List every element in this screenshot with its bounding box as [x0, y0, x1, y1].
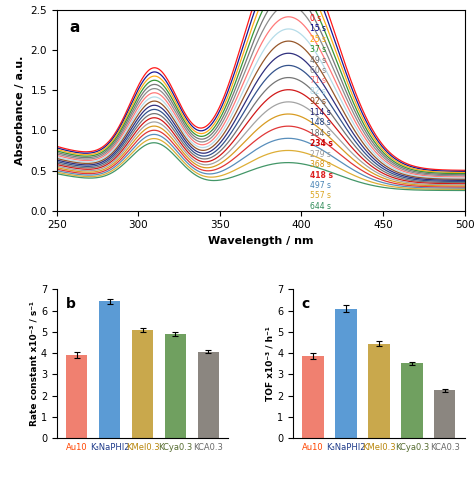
- Text: 234 s: 234 s: [310, 139, 332, 148]
- Text: b: b: [65, 297, 75, 311]
- Text: 82 s: 82 s: [310, 87, 326, 96]
- Bar: [302, 356, 324, 438]
- Text: 92 s: 92 s: [310, 97, 326, 106]
- Y-axis label: TOF x10⁻³ / h⁻¹: TOF x10⁻³ / h⁻¹: [265, 326, 274, 401]
- Text: 71 s: 71 s: [310, 76, 326, 85]
- Bar: [434, 391, 456, 438]
- X-axis label: Wavelength / nm: Wavelength / nm: [208, 236, 313, 246]
- Text: 114 s: 114 s: [310, 108, 330, 117]
- Y-axis label: Rate constant x10⁻³ / s⁻¹: Rate constant x10⁻³ / s⁻¹: [29, 301, 38, 426]
- Text: 37 s: 37 s: [310, 45, 326, 54]
- Text: 184 s: 184 s: [310, 129, 330, 138]
- Text: 644 s: 644 s: [310, 202, 331, 211]
- Bar: [66, 355, 87, 438]
- Y-axis label: Absorbance / a.u.: Absorbance / a.u.: [15, 56, 25, 165]
- Text: 497 s: 497 s: [310, 181, 331, 190]
- Text: 49 s: 49 s: [310, 56, 326, 65]
- Text: 60 s: 60 s: [310, 66, 326, 75]
- Text: 557 s: 557 s: [310, 191, 331, 201]
- Bar: [401, 363, 422, 438]
- Bar: [368, 344, 390, 438]
- Bar: [132, 330, 153, 438]
- Bar: [99, 301, 120, 438]
- Bar: [198, 352, 219, 438]
- Text: 279 s: 279 s: [310, 150, 330, 159]
- Text: 0 s: 0 s: [310, 14, 321, 23]
- Bar: [165, 334, 186, 438]
- Text: 368 s: 368 s: [310, 160, 330, 169]
- Text: a: a: [69, 20, 80, 35]
- Text: c: c: [302, 297, 310, 311]
- Text: 15 s: 15 s: [310, 24, 326, 33]
- Text: 418 s: 418 s: [310, 170, 333, 180]
- Text: 25 s: 25 s: [310, 35, 326, 44]
- Bar: [335, 309, 356, 438]
- Text: 148 s: 148 s: [310, 118, 330, 127]
